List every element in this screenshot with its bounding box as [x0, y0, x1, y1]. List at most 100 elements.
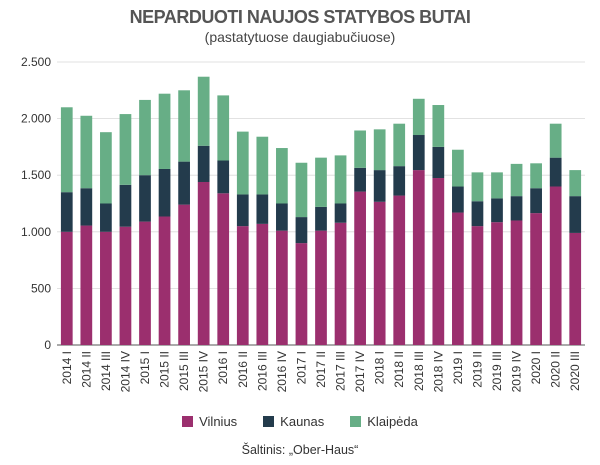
bar-kaunas: [373, 170, 386, 202]
legend-label-klaipeda: Klaipėda: [367, 414, 418, 429]
legend-swatch-vilnius: [182, 416, 194, 427]
bar-klaipeda: [197, 76, 210, 146]
bar-vilnius: [432, 178, 445, 345]
bar-vilnius: [471, 226, 484, 345]
legend-item-vilnius: Vilnius: [182, 414, 237, 429]
legend-item-klaipeda: Klaipėda: [350, 414, 418, 429]
bar-kaunas: [354, 167, 366, 192]
bar-klaipeda: [236, 131, 249, 195]
bar-kaunas: [236, 194, 249, 227]
legend-label-vilnius: Vilnius: [199, 414, 238, 429]
x-tick-label: 2014 III: [99, 351, 113, 391]
chart-legend: Vilnius Kaunas Klaipėda: [0, 414, 600, 429]
x-tick-label: 2017 III: [334, 351, 348, 391]
bar-vilnius: [178, 204, 190, 345]
bar-klaipeda: [217, 95, 230, 161]
bar-vilnius: [236, 226, 249, 345]
bar-klaipeda: [295, 162, 308, 218]
bar-klaipeda: [373, 129, 386, 171]
x-tick-label: 2016 II: [236, 351, 250, 388]
bar-vilnius: [158, 216, 171, 345]
y-tick-label: 0: [44, 338, 51, 352]
x-tick-label: 2018 II: [392, 351, 406, 388]
x-tick-label: 2019 I: [451, 351, 465, 384]
x-tick-label: 2017 I: [294, 351, 308, 384]
bar-klaipeda: [471, 172, 484, 202]
y-tick-label: 2.500: [21, 55, 51, 69]
x-tick-label: 2017 II: [314, 351, 328, 388]
y-tick-label: 2.000: [21, 112, 51, 126]
bar-kaunas: [569, 196, 582, 233]
bar-vilnius: [393, 195, 406, 345]
bar-vilnius: [334, 222, 347, 345]
bar-vilnius: [549, 186, 562, 345]
bar-kaunas: [217, 160, 230, 194]
x-tick-label: 2020 I: [529, 351, 543, 384]
bar-kaunas: [315, 206, 327, 231]
x-tick-label: 2020 III: [568, 351, 582, 391]
bar-vilnius: [100, 231, 112, 345]
bar-vilnius: [569, 232, 582, 345]
bar-kaunas: [432, 146, 445, 179]
bar-kaunas: [530, 188, 542, 214]
x-tick-label: 2019 II: [470, 351, 484, 388]
bar-klaipeda: [530, 163, 542, 189]
x-tick-label: 2015 II: [158, 351, 172, 388]
x-tick-label: 2015 III: [177, 351, 191, 391]
x-tick-label: 2016 III: [255, 351, 269, 391]
bar-kaunas: [60, 192, 73, 232]
bar-kaunas: [393, 166, 406, 196]
x-tick-label: 2016 I: [216, 351, 230, 384]
bar-vilnius: [315, 230, 327, 345]
x-tick-label: 2017 IV: [353, 351, 367, 392]
bar-klaipeda: [256, 136, 269, 195]
bar-kaunas: [471, 201, 484, 227]
bar-vilnius: [354, 191, 366, 345]
bar-klaipeda: [60, 107, 73, 193]
bar-vilnius: [197, 181, 210, 345]
stacked-bar-chart: 0 500 1.000 1.500 2.000 2.500 2014 I 2014 II 201…: [21, 55, 585, 392]
bar-vilnius: [256, 223, 269, 345]
bar-vilnius: [491, 222, 503, 345]
bar-vilnius: [373, 201, 386, 345]
bar-kaunas: [197, 145, 210, 182]
bar-kaunas: [452, 186, 464, 213]
x-tick-label: 2020 II: [549, 351, 563, 388]
x-tick-label: 2014 I: [60, 351, 74, 384]
bar-kaunas: [510, 196, 523, 221]
bar-vilnius: [452, 212, 464, 345]
x-tick-label: 2015 I: [138, 351, 152, 384]
bar-kaunas: [139, 175, 151, 222]
y-tick-label: 1.000: [21, 225, 51, 239]
bar-kaunas: [119, 184, 132, 227]
bar-klaipeda: [412, 98, 425, 136]
bar-klaipeda: [315, 157, 327, 207]
bar-kaunas: [491, 198, 503, 223]
bar-klaipeda: [491, 172, 503, 199]
bar-vilnius: [60, 231, 73, 345]
bar-klaipeda: [119, 114, 132, 185]
bar-kaunas: [100, 203, 112, 232]
bar-vilnius: [119, 226, 132, 345]
x-tick-label: 2014 IV: [118, 351, 132, 392]
x-tick-label: 2016 IV: [275, 351, 289, 392]
bar-vilnius: [217, 193, 230, 345]
x-tick-label: 2019 III: [490, 351, 504, 391]
bar-kaunas: [412, 135, 425, 171]
bar-klaipeda: [354, 130, 366, 168]
bar-klaipeda: [158, 93, 171, 169]
legend-swatch-kaunas: [263, 416, 275, 427]
chart-subtitle: (pastatytuose daugiabučiuose): [204, 29, 396, 45]
source-note: Šaltinis: „Ober-Haus“: [241, 443, 359, 457]
bar-kaunas: [334, 203, 347, 223]
bar-klaipeda: [569, 170, 582, 197]
bar-klaipeda: [178, 90, 190, 162]
bar-klaipeda: [452, 149, 464, 187]
bar-kaunas: [549, 157, 562, 187]
bar-klaipeda: [139, 99, 151, 176]
y-tick-label: 500: [31, 281, 51, 295]
legend-item-kaunas: Kaunas: [263, 414, 324, 429]
bar-vilnius: [510, 220, 523, 345]
bar-kaunas: [178, 161, 190, 205]
x-tick-label: 2018 IV: [431, 351, 445, 392]
